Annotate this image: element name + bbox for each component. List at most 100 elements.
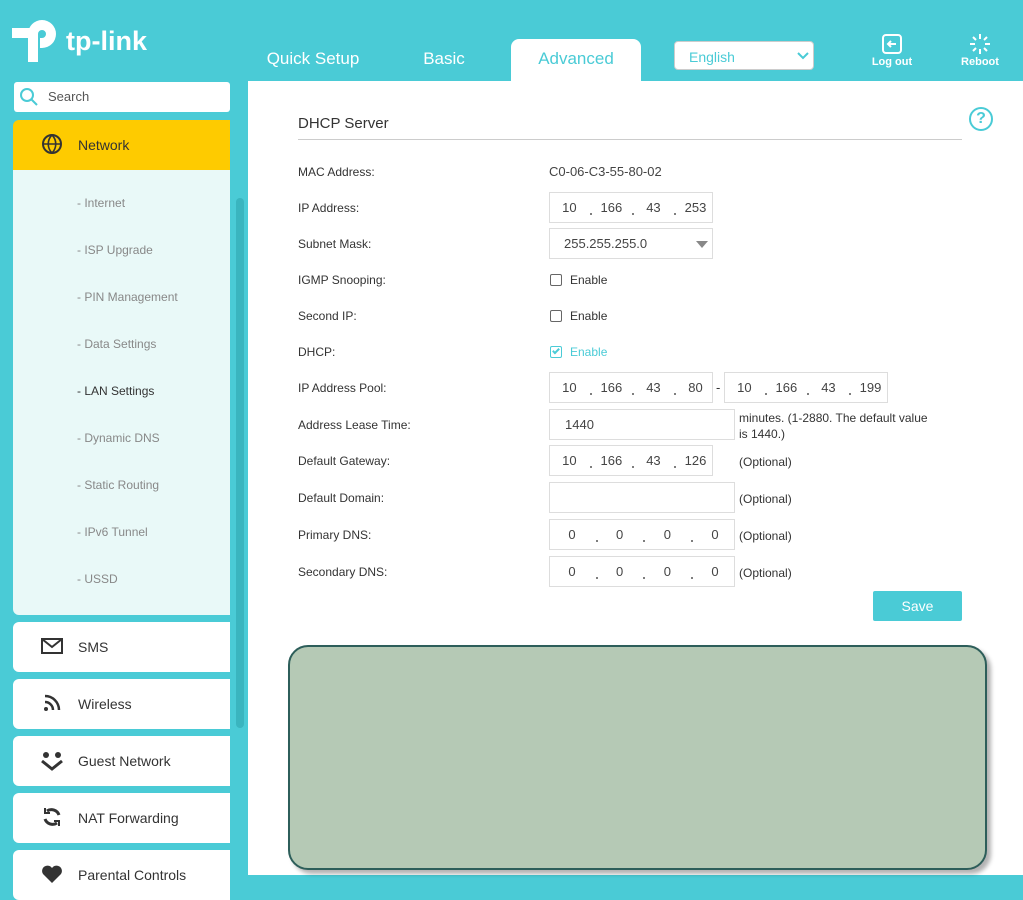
nav-tab[interactable]: Quick Setup xyxy=(266,49,360,68)
section-label: SMS xyxy=(78,639,109,655)
text-input[interactable] xyxy=(549,482,735,513)
checkbox-label[interactable]: Enable xyxy=(570,345,608,359)
field-note: (Optional) xyxy=(739,566,792,580)
ip-octet: 0 xyxy=(711,564,719,579)
ip-input[interactable]: 10 166 43 126 xyxy=(549,445,713,476)
logout-button[interactable]: Log out xyxy=(862,33,922,73)
ip-input[interactable]: 0 0 0 0 xyxy=(549,556,735,587)
ip-octet: 0 xyxy=(663,527,671,542)
ip-dot xyxy=(632,466,635,468)
field-label: Second IP: xyxy=(298,309,357,323)
save-button[interactable]: Save xyxy=(873,591,962,621)
input-value: 1440 xyxy=(565,417,594,432)
nav-item[interactable]: - IPv6 Tunnel xyxy=(77,525,148,539)
nav-item[interactable]: - USSD xyxy=(77,572,118,586)
field-value: C0-06-C3-55-80-02 xyxy=(549,164,662,179)
nav-section[interactable]: Wireless xyxy=(13,679,230,729)
section-icon xyxy=(42,865,62,883)
ip-octet: 10 xyxy=(562,453,577,468)
field-label: Default Gateway: xyxy=(298,454,391,468)
text-input[interactable]: 1440 xyxy=(549,409,735,440)
ip-dot xyxy=(674,213,677,215)
ip-dot xyxy=(590,466,593,468)
title-rule xyxy=(298,139,962,140)
ip-dot xyxy=(765,393,768,395)
search-box[interactable]: Search xyxy=(14,82,230,112)
select-input[interactable]: 255.255.255.0 xyxy=(549,228,713,259)
section-label: NAT Forwarding xyxy=(78,810,179,826)
search-placeholder: Search xyxy=(48,89,90,104)
field-label: MAC Address: xyxy=(298,165,375,179)
field-label: Primary DNS: xyxy=(298,528,372,542)
nav-tab[interactable]: Advanced xyxy=(511,39,641,81)
nav-item[interactable]: - Internet xyxy=(77,196,126,210)
ip-octet: 166 xyxy=(600,453,623,468)
reboot-label: Reboot xyxy=(961,56,999,68)
field-label: Address Lease Time: xyxy=(298,418,411,432)
nav-item[interactable]: - PIN Management xyxy=(77,290,178,304)
ip-input[interactable]: 10 166 43 80 xyxy=(549,372,713,403)
ip-octet: 43 xyxy=(646,200,661,215)
logout-icon xyxy=(882,34,902,54)
field-label: IP Address Pool: xyxy=(298,381,387,395)
ip-octet: 126 xyxy=(684,453,707,468)
logo-text: tp-link xyxy=(66,26,147,56)
checkbox-label[interactable]: Enable xyxy=(570,273,608,287)
field-note: (Optional) xyxy=(739,492,792,506)
nav-section[interactable]: Guest Network xyxy=(13,736,230,786)
field-label: IGMP Snooping: xyxy=(298,273,386,287)
search-icon xyxy=(20,88,38,106)
ip-octet: 0 xyxy=(568,527,576,542)
ip-octet: 0 xyxy=(663,564,671,579)
ip-octet: 166 xyxy=(600,200,623,215)
ip-dot xyxy=(595,577,598,579)
nav-section[interactable]: NAT Forwarding xyxy=(13,793,230,843)
logo-icon xyxy=(12,20,56,62)
ip-dot xyxy=(595,540,598,542)
section-label: Wireless xyxy=(78,696,132,712)
ip-dot xyxy=(590,393,593,395)
nav-item[interactable]: - LAN Settings xyxy=(77,384,155,398)
ip-dot xyxy=(674,393,677,395)
overlay-box xyxy=(288,645,987,870)
nav-item[interactable]: - ISP Upgrade xyxy=(77,243,153,257)
nav-item[interactable]: - Dynamic DNS xyxy=(77,431,160,445)
ip-dot xyxy=(674,466,677,468)
checkbox-label[interactable]: Enable xyxy=(570,309,608,323)
nav-item[interactable]: - Static Routing xyxy=(77,478,160,492)
section-label: Network xyxy=(78,137,130,153)
ip-octet: 0 xyxy=(711,527,719,542)
field-label: Default Domain: xyxy=(298,491,385,505)
check-mark xyxy=(552,346,560,355)
page: tp-link English Log out Reboot Search Ne… xyxy=(12,20,1023,900)
field-label: Secondary DNS: xyxy=(298,565,388,579)
ip-input[interactable]: 0 0 0 0 xyxy=(549,519,735,550)
ip-dot xyxy=(643,540,646,542)
language-select[interactable]: English xyxy=(674,41,814,70)
ip-dot xyxy=(807,393,810,395)
ip-input[interactable]: 10 166 43 199 xyxy=(724,372,888,403)
logout-label: Log out xyxy=(871,56,913,68)
nav-section[interactable]: Parental Controls xyxy=(13,850,230,900)
ip-input[interactable]: 10 166 43 253 xyxy=(549,192,713,223)
dropdown-arrow xyxy=(797,52,809,60)
checkbox[interactable] xyxy=(550,274,562,286)
select-value: 255.255.255.0 xyxy=(564,236,648,251)
nav-item[interactable]: - Data Settings xyxy=(77,337,157,351)
field-label: Subnet Mask: xyxy=(298,237,372,251)
range-separator: - xyxy=(716,380,721,395)
ip-octet: 0 xyxy=(568,564,576,579)
reboot-button[interactable]: Reboot xyxy=(950,33,1010,73)
field-note: (Optional) xyxy=(739,529,792,543)
ip-dot xyxy=(590,213,593,215)
checkbox[interactable] xyxy=(550,310,562,322)
nav-section[interactable]: Network xyxy=(13,120,230,170)
section-icon xyxy=(41,638,63,654)
ip-octet: 10 xyxy=(562,200,577,215)
nav-tab[interactable]: Basic xyxy=(423,49,465,68)
ip-octet: 80 xyxy=(688,380,703,395)
checkbox[interactable] xyxy=(550,346,562,358)
ip-octet: 10 xyxy=(562,380,577,395)
help-icon[interactable]: ? xyxy=(969,107,993,131)
nav-section[interactable]: SMS xyxy=(13,622,230,672)
